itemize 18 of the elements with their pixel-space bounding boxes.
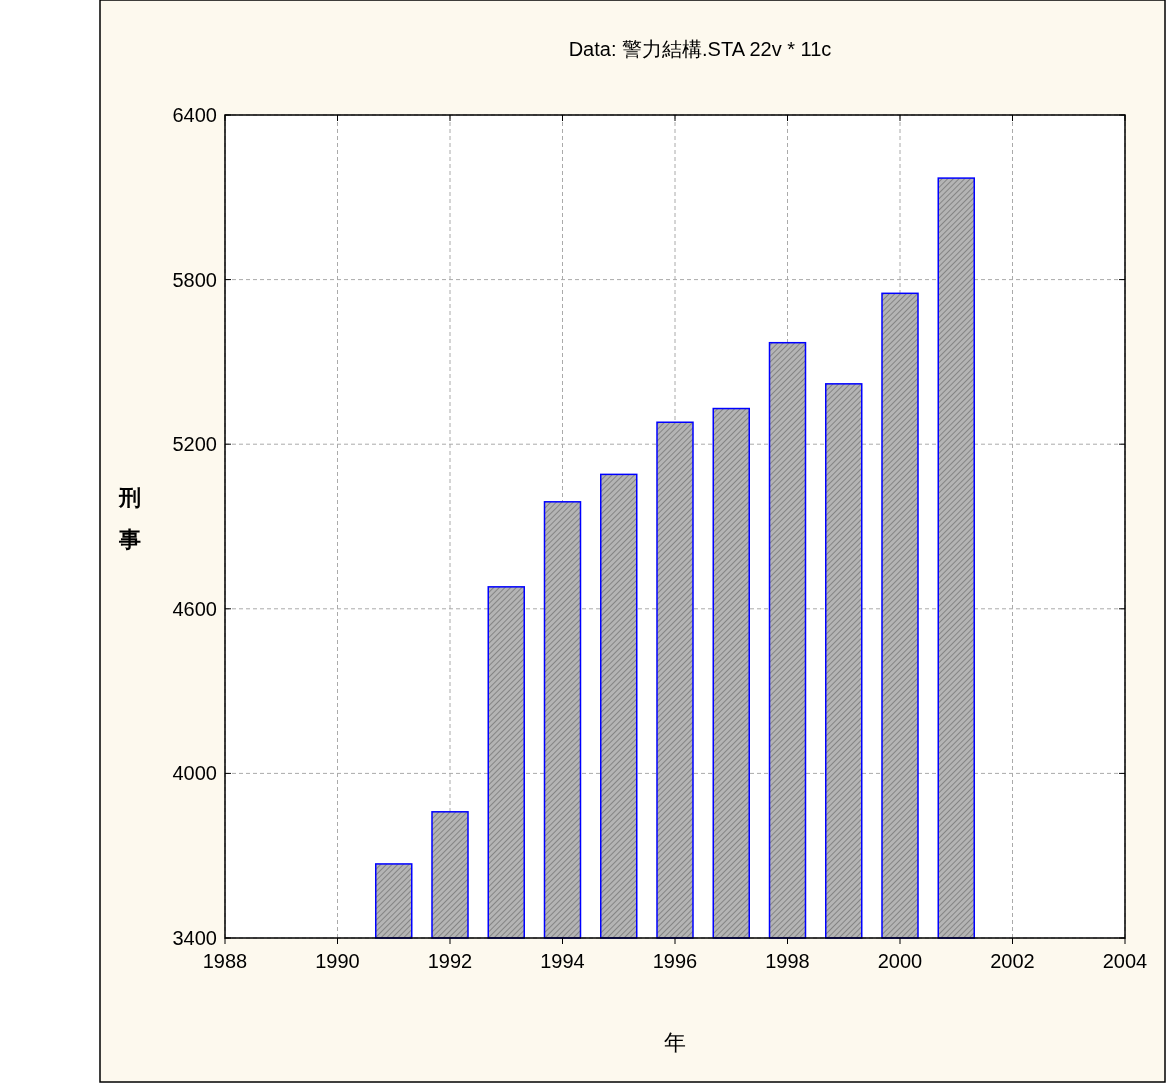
y-tick-label: 6400 [172,104,217,126]
x-tick-label: 1996 [652,950,698,972]
y-tick-label: 3400 [172,927,217,949]
x-tick-label: 1990 [315,950,360,972]
x-tick-label: 2002 [990,950,1035,972]
x-tick-label: 1994 [540,950,585,972]
x-tick-label: 1988 [202,950,248,972]
y-tick-label: 4600 [172,597,217,620]
y-tick-label: 5800 [172,268,217,291]
x-axis-title: 年 [664,1030,686,1055]
x-tick-label: 2000 [877,950,923,972]
x-tick-label: 1998 [765,950,810,972]
x-tick-label: 2004 [1102,950,1148,972]
y-tick-label: 4000 [172,762,217,785]
y-tick-label: 5200 [172,433,217,456]
x-tick-label: 1992 [427,950,473,972]
chart-title: Data: 警力結構.STA 22v * 11c [568,38,832,60]
y-axis-title: 刑事 [118,485,141,552]
